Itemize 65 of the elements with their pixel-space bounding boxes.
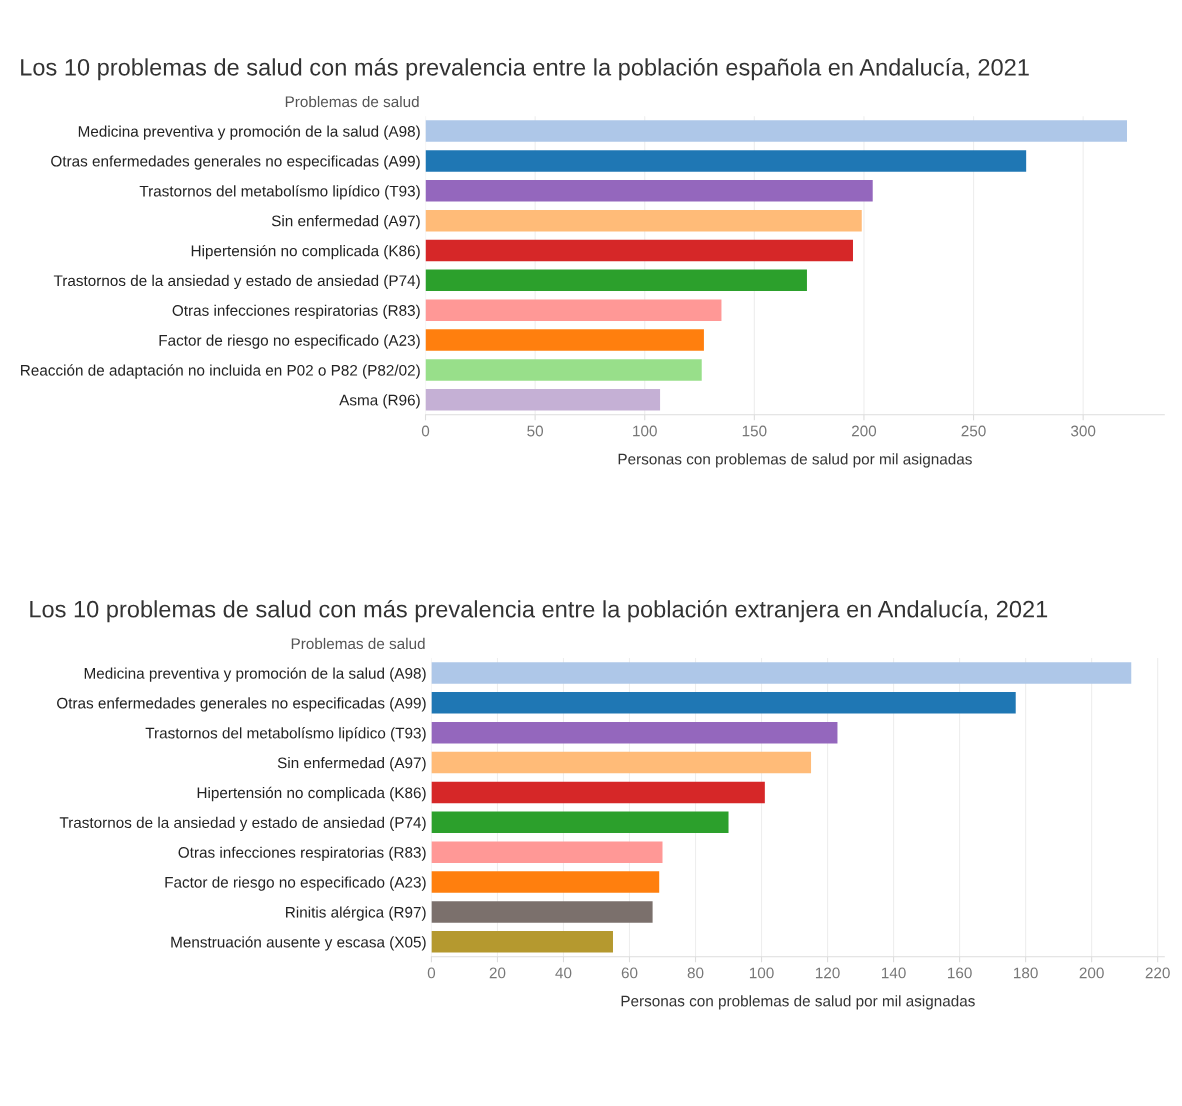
bar	[425, 209, 862, 232]
y-tick-label: Factor de riesgo no especificado (A23)	[159, 334, 420, 349]
bar	[431, 931, 613, 953]
bar	[431, 721, 838, 744]
bar	[431, 811, 729, 834]
bar	[431, 781, 765, 804]
y-tick-label: Asma (R96)	[339, 394, 420, 409]
x-tick-label: 0	[427, 967, 436, 979]
y-tick-label: Medicina preventiva y promoción de la salud (A98)	[78, 125, 420, 140]
y-tick-label: Menstruación ausente y escasa (X05)	[171, 936, 426, 951]
y-tick-label: Rinitis alérgica (R97)	[286, 906, 426, 921]
x-tick-label: 100	[633, 425, 657, 437]
x-tick-label: 200	[1079, 967, 1104, 979]
x-tick-label: 200	[851, 425, 877, 437]
y-tick-label: Otras enfermedades generales no especificadas (A99)	[57, 697, 426, 712]
y-tick-label: Factor de riesgo no especificado (A23)	[165, 876, 426, 891]
bar	[425, 150, 1027, 172]
bar	[425, 299, 722, 321]
bar	[425, 269, 807, 292]
x-axis-title: Personas con problemas de salud por mil asignadas	[621, 995, 975, 1010]
x-tick-label: 150	[742, 425, 767, 437]
bar	[425, 180, 873, 202]
bar	[431, 901, 653, 923]
bar	[431, 662, 1132, 684]
y-tick-label: Trastornos de la ansiedad y estado de ansiedad (P74)	[59, 816, 426, 832]
x-tick-label: 50	[527, 425, 544, 437]
x-axis-title: Personas con problemas de salud por mil asignadas	[618, 453, 972, 468]
y-tick-label: Medicina preventiva y promoción de la salud (A98)	[84, 667, 426, 682]
y-tick-label: Hipertensión no complicada (K86)	[197, 786, 426, 802]
bar	[425, 359, 702, 381]
bar	[431, 871, 660, 893]
x-tick-label: 220	[1145, 967, 1170, 979]
x-tick-label: 60	[621, 967, 638, 979]
y-tick-label: Reacción de adaptación no incluida en P02 o P82 (P82/02)	[21, 364, 420, 379]
x-tick-label: 160	[948, 967, 972, 979]
x-tick-label: 80	[687, 967, 704, 979]
y-tick-label: Trastornos del metabolísmo lipídico (T93)	[145, 727, 426, 742]
y-tick-label: Otras enfermedades generales no especificadas (A99)	[51, 155, 420, 170]
x-tick-label: 40	[555, 967, 572, 979]
y-axis-title: Problemas de salud	[285, 95, 419, 108]
y-tick-label: Trastornos de la ansiedad y estado de ansiedad (P74)	[53, 274, 420, 290]
y-tick-label: Hipertensión no complicada (K86)	[191, 244, 420, 260]
x-tick-label: 300	[1071, 425, 1096, 437]
x-tick-label: 250	[961, 425, 986, 437]
y-tick-label: Sin enfermedad (A97)	[271, 215, 420, 230]
bar	[425, 389, 661, 411]
y-tick-label: Otras infecciones respiratorias (R83)	[172, 304, 420, 319]
bar	[431, 751, 812, 774]
y-tick-label: Trastornos del metabolísmo lipídico (T93)	[139, 185, 420, 200]
x-tick-label: 140	[882, 967, 906, 979]
y-tick-label: Sin enfermedad (A97)	[277, 757, 426, 772]
bar	[431, 841, 663, 863]
bar	[431, 692, 1016, 714]
x-tick-label: 0	[421, 425, 430, 437]
chart-title: Los 10 problemas de salud con más prevalencia entre la población española en Andalucía, 2021	[21, 58, 1029, 81]
y-axis-title: Problemas de salud	[291, 637, 425, 650]
x-tick-label: 180	[1014, 967, 1038, 979]
y-tick-label: Otras infecciones respiratorias (R83)	[178, 846, 426, 861]
bar	[425, 329, 704, 351]
x-tick-label: 20	[489, 967, 506, 979]
chart-title: Los 10 problemas de salud con más prevalencia entre la población extranjera en Andalucía, 2021	[30, 599, 1048, 623]
bar	[425, 120, 1127, 142]
x-tick-label: 100	[749, 967, 774, 979]
bar	[425, 239, 853, 262]
x-tick-label: 120	[815, 967, 840, 979]
